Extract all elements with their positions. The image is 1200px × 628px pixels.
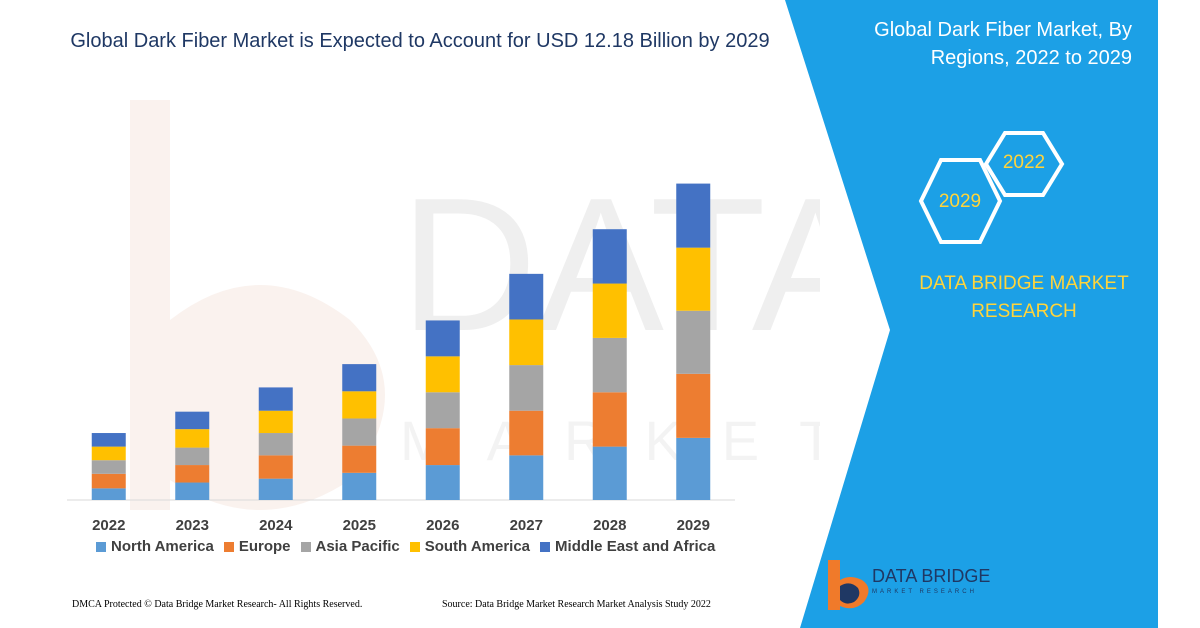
bar-segment xyxy=(425,356,460,393)
bar-segment xyxy=(592,337,627,393)
bar-segment xyxy=(258,387,293,411)
logo-name: DATA BRIDGE xyxy=(872,566,991,586)
bar-segment xyxy=(425,428,460,466)
bar-segment xyxy=(509,273,544,320)
legend-item-north-america: North America xyxy=(96,538,214,555)
footer-source: Source: Data Bridge Market Research Mark… xyxy=(442,599,711,610)
legend-label: North America xyxy=(111,538,214,555)
bar-segment xyxy=(91,460,126,474)
legend-item-europe: Europe xyxy=(223,538,291,555)
legend-label: Asia Pacific xyxy=(315,538,400,555)
bar-segment xyxy=(425,465,460,500)
bar-segment xyxy=(342,391,377,419)
bar-segment xyxy=(592,392,627,447)
legend-label: Middle East and Africa xyxy=(555,538,716,555)
bar-segment xyxy=(91,488,126,500)
bar-segment xyxy=(342,364,377,392)
bar-segment xyxy=(509,365,544,411)
bar-segment xyxy=(676,373,711,438)
logo-icon xyxy=(828,560,869,610)
bar-segment xyxy=(91,473,126,489)
x-tick-label: 2025 xyxy=(343,517,376,534)
legend-swatch xyxy=(540,541,551,552)
bar-segment xyxy=(425,320,460,357)
bar-segment xyxy=(175,465,210,483)
legend-label: Europe xyxy=(238,538,291,555)
bar-segment xyxy=(91,446,126,461)
x-tick-label: 2023 xyxy=(176,517,209,534)
x-tick-label: 2029 xyxy=(677,517,710,534)
bar-segment xyxy=(175,482,210,500)
x-tick-label: 2022 xyxy=(92,517,125,534)
blue-panel-shape xyxy=(785,0,1158,628)
bar-segment xyxy=(509,319,544,366)
bar-segment xyxy=(592,283,627,338)
bar-segment xyxy=(592,229,627,284)
bar-segment xyxy=(676,247,711,311)
x-tick-label: 2028 xyxy=(593,517,626,534)
legend-label: South America xyxy=(424,538,531,555)
x-tick-label: 2027 xyxy=(510,517,543,534)
legend-swatch xyxy=(223,541,234,552)
bar-segment xyxy=(175,447,210,466)
bar-segment xyxy=(425,392,460,429)
bar-segment xyxy=(676,183,711,248)
footer-copyright: DMCA Protected © Data Bridge Market Rese… xyxy=(72,599,363,610)
legend-swatch xyxy=(300,541,311,552)
bar-segment xyxy=(91,433,126,447)
stacked-bar-chart: 2022 2023 2024 2025 2026 2027 2028 2029 xyxy=(67,183,735,534)
hexagon-2022 xyxy=(983,131,1065,197)
bar-segment xyxy=(258,455,293,479)
bar-segment xyxy=(592,446,627,500)
legend-item-asia-pacific: Asia Pacific xyxy=(300,538,400,555)
right-edge-strip xyxy=(1158,0,1200,628)
chart-title: Global Dark Fiber Market is Expected to … xyxy=(70,30,770,52)
logo-tagline: MARKET RESEARCH xyxy=(872,589,977,595)
bar-segment xyxy=(509,455,544,500)
chart-legend: North America Europe Asia Pacific South … xyxy=(96,538,715,555)
bar-segment xyxy=(258,410,293,434)
x-tick-label: 2026 xyxy=(426,517,459,534)
x-tick-label: 2024 xyxy=(259,517,293,534)
bar-segment xyxy=(509,410,544,456)
bar-segment xyxy=(342,472,377,500)
bar-segment xyxy=(342,418,377,446)
hex-label-2029: 2029 xyxy=(938,191,982,212)
bar-segment xyxy=(175,411,210,430)
legend-item-middle-east-africa: Middle East and Africa xyxy=(540,538,715,555)
bar-segment xyxy=(342,445,377,473)
hex-label-2022: 2022 xyxy=(1002,152,1046,173)
bar-segment xyxy=(258,478,293,500)
legend-item-south-america: South America xyxy=(409,538,531,555)
hexagon-2029 xyxy=(918,158,1003,244)
side-panel-heading: Global Dark Fiber Market, By Regions, 20… xyxy=(874,19,1132,69)
legend-swatch xyxy=(96,541,106,552)
bar-segment xyxy=(676,437,711,500)
legend-swatch xyxy=(409,541,420,552)
bar-segment xyxy=(676,310,711,374)
brand-name: DATA BRIDGE MARKET RESEARCH xyxy=(919,273,1129,322)
bar-segment xyxy=(175,429,210,448)
bar-segment xyxy=(258,433,293,456)
